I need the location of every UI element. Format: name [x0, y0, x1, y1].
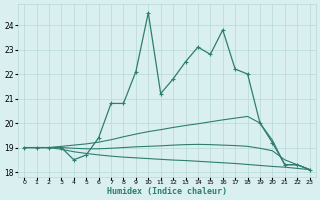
X-axis label: Humidex (Indice chaleur): Humidex (Indice chaleur): [107, 187, 227, 196]
